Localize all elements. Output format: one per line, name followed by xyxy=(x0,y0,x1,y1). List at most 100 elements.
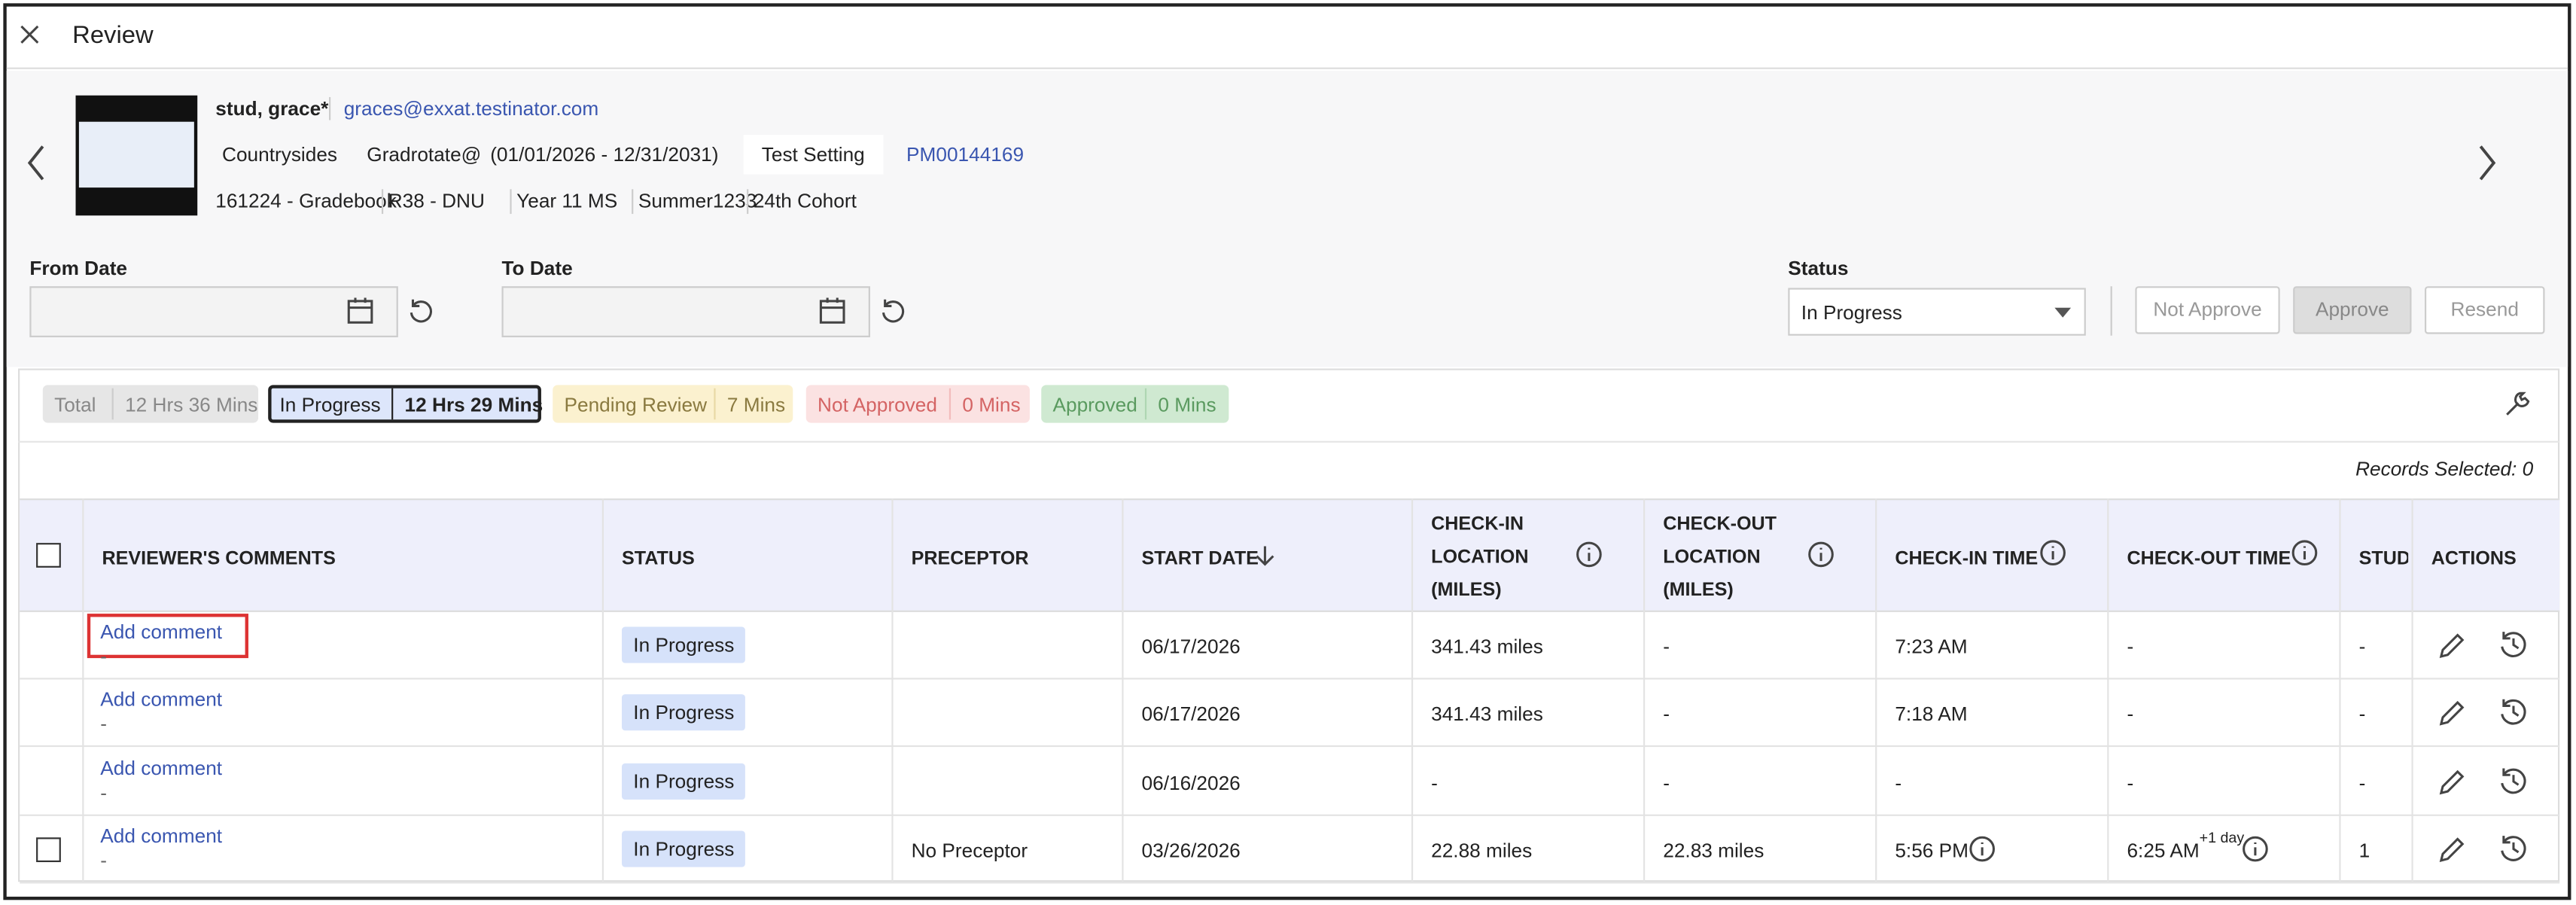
add-comment-link[interactable]: Add comment xyxy=(100,688,223,712)
tag: R38 - DNU xyxy=(388,189,485,212)
calendar-icon[interactable] xyxy=(818,296,847,325)
cell-text: 341.43 miles xyxy=(1431,635,1543,659)
add-comment-link[interactable]: Add comment xyxy=(100,824,223,848)
divider xyxy=(391,388,394,420)
tag: 161224 - Gradebook xyxy=(215,189,397,212)
records-panel xyxy=(18,368,2560,882)
edit-icon[interactable] xyxy=(2437,766,2467,795)
column-divider xyxy=(2411,498,2413,882)
column-divider xyxy=(1643,498,1646,882)
cell-text: 06/16/2026 xyxy=(1141,770,1241,794)
status-badge: In Progress xyxy=(622,830,746,867)
summary-chip[interactable] xyxy=(268,385,541,423)
chip-value: 7 Mins xyxy=(726,393,786,416)
comment-note: - xyxy=(100,781,108,804)
cell-text: - xyxy=(2358,702,2366,727)
id-link[interactable]: PM00144169 xyxy=(906,143,1025,166)
cell-text: 1 xyxy=(2358,839,2370,862)
chip-value: 0 Mins xyxy=(1158,393,1216,416)
cell-text: - xyxy=(2358,770,2366,794)
summary-chip[interactable] xyxy=(42,385,259,423)
table-header xyxy=(20,498,2560,612)
calendar-icon[interactable] xyxy=(346,296,375,325)
email[interactable]: graces@exxat.testinator.com xyxy=(329,96,598,120)
day-offset: +1 day xyxy=(2199,829,2245,846)
cell-text: - xyxy=(1663,770,1670,794)
cell-text: No Preceptor xyxy=(911,839,1028,862)
history-icon[interactable] xyxy=(2498,698,2528,727)
chip-value: 12 Hrs 29 Mins xyxy=(404,393,544,416)
cell-text: 6:25 AM xyxy=(2127,839,2200,862)
cell-text: - xyxy=(1431,770,1438,794)
column-divider xyxy=(1411,498,1414,882)
cell-text: 03/26/2026 xyxy=(1141,839,1241,862)
add-comment-link[interactable]: Add comment xyxy=(100,620,223,644)
cell-text: - xyxy=(1895,770,1902,794)
next-arrow[interactable] xyxy=(2477,145,2497,181)
student-name: stud, grace* xyxy=(215,96,329,120)
history-icon[interactable] xyxy=(2498,630,2528,660)
settings-icon[interactable] xyxy=(2504,389,2533,418)
close-icon[interactable] xyxy=(20,25,39,44)
column-divider xyxy=(891,498,894,882)
summary-chip[interactable] xyxy=(553,385,793,423)
cell-text: 22.83 miles xyxy=(1663,839,1765,862)
info-icon xyxy=(2291,540,2318,566)
action-button-label: Not Approve xyxy=(2153,297,2262,321)
prev-arrow[interactable] xyxy=(26,145,46,181)
column-header: CHECK-OUT LOCATION (MILES) xyxy=(1663,514,1777,601)
summary-chip[interactable] xyxy=(1041,385,1229,423)
chip-label: Pending Review xyxy=(564,393,708,416)
action-button-label: Resend xyxy=(2450,297,2519,321)
from-label: From Date xyxy=(29,256,128,280)
from-input[interactable] xyxy=(29,286,398,337)
cell-text: 7:18 AM xyxy=(1895,702,1968,727)
column-header: CHECK-IN TIME xyxy=(1895,549,2039,570)
action-button[interactable] xyxy=(2293,286,2412,334)
action-button[interactable] xyxy=(2424,286,2545,334)
action-button[interactable] xyxy=(2135,286,2280,334)
to-input[interactable] xyxy=(501,286,870,337)
divider xyxy=(381,189,384,215)
column-header: CHECK-OUT TIME xyxy=(2127,549,2291,570)
column-header: CHECK-IN LOCATION (MILES) xyxy=(1431,514,1529,601)
column-header: ACTIONS xyxy=(2431,549,2517,570)
table-row xyxy=(20,612,2560,680)
checkbox[interactable] xyxy=(36,543,61,568)
chip-value: 0 Mins xyxy=(962,393,1021,416)
column-header: REVIEWER'S COMMENTS xyxy=(102,549,336,570)
cell-text: - xyxy=(2358,635,2366,659)
divider xyxy=(111,388,114,420)
cell-text: - xyxy=(2127,635,2134,659)
cell-text: - xyxy=(1663,702,1670,727)
title: Review xyxy=(72,21,154,50)
status-select[interactable] xyxy=(1788,288,2086,336)
history-icon[interactable] xyxy=(2498,766,2528,795)
edit-icon[interactable] xyxy=(2437,630,2467,660)
cell-text: 22.88 miles xyxy=(1431,839,1533,862)
divider xyxy=(2110,286,2112,336)
cell-text: 5:56 PM xyxy=(1895,839,1969,862)
site: Countrysides xyxy=(222,143,338,166)
reset-icon[interactable] xyxy=(408,298,434,325)
chip-label: Total xyxy=(54,393,96,416)
summary-chip[interactable] xyxy=(805,385,1030,423)
sort-icon[interactable] xyxy=(1255,544,1274,566)
reset-icon[interactable] xyxy=(880,298,906,325)
edit-icon[interactable] xyxy=(2437,698,2467,727)
checkbox[interactable] xyxy=(36,837,61,862)
status-label: Status xyxy=(1788,256,1849,280)
dates: (01/01/2026 - 12/31/2031) xyxy=(490,143,719,166)
table-row xyxy=(20,816,2560,884)
edit-icon[interactable] xyxy=(2437,834,2467,864)
status-badge: In Progress xyxy=(622,694,746,731)
frame xyxy=(3,3,2571,900)
add-comment-link[interactable]: Add comment xyxy=(100,756,223,779)
tag: 24th Cohort xyxy=(753,189,857,212)
cell-text: 06/17/2026 xyxy=(1141,635,1241,659)
cell-text: 341.43 miles xyxy=(1431,702,1543,727)
divider xyxy=(18,440,2560,443)
history-icon[interactable] xyxy=(2498,834,2528,864)
to-label: To Date xyxy=(501,256,573,280)
